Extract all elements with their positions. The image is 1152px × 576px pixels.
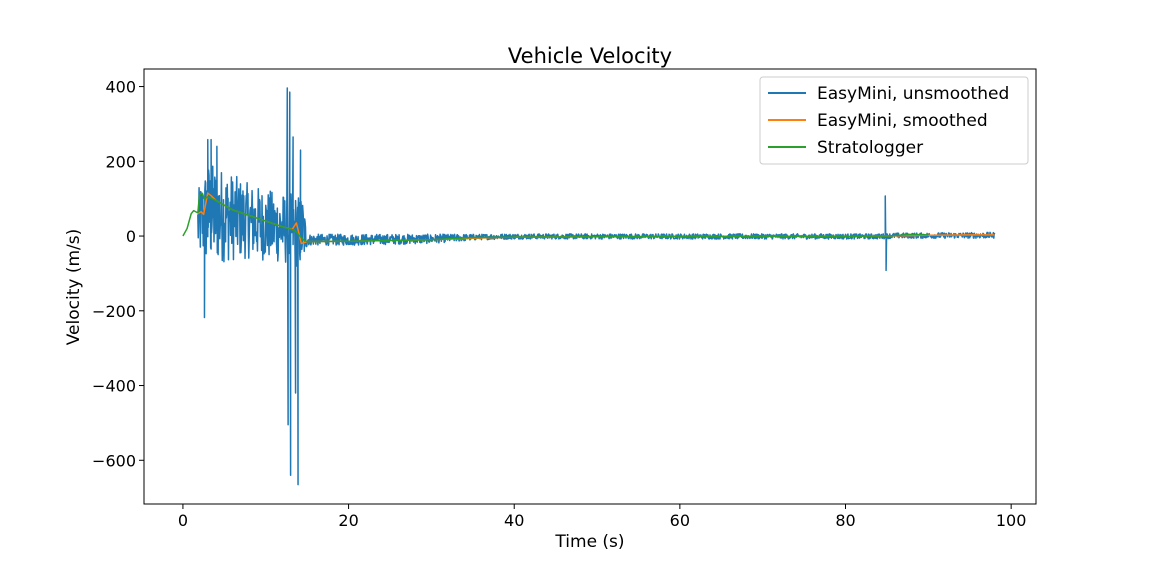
- series-line-stratologger: [182, 192, 929, 243]
- series-layer: [182, 87, 996, 486]
- x-tick-label: 60: [670, 511, 690, 530]
- x-tick-label: 40: [504, 511, 524, 530]
- legend-label: Stratologger: [817, 138, 923, 158]
- x-axis-label: Time (s): [554, 532, 624, 552]
- y-tick-label: 0: [126, 227, 136, 246]
- y-tick-label: −400: [92, 377, 136, 396]
- y-tick-label: 400: [105, 78, 136, 97]
- legend-label: EasyMini, smoothed: [817, 111, 988, 131]
- chart-title: Vehicle Velocity: [508, 44, 672, 68]
- y-tick-label: −600: [92, 451, 136, 470]
- legend-box: [759, 76, 1029, 165]
- legend: EasyMini, unsmoothed EasyMini, smoothed St…: [759, 76, 1029, 165]
- legend-label: EasyMini, unsmoothed: [817, 84, 1009, 104]
- y-axis-ticks: −600 −400 −200 0 200 400: [92, 78, 144, 470]
- x-axis-ticks: 0 20 40 60 80 100: [178, 504, 1027, 530]
- x-tick-label: 0: [178, 511, 188, 530]
- y-tick-label: −200: [92, 302, 136, 321]
- y-axis-label: Velocity (m/s): [64, 229, 84, 346]
- x-tick-label: 100: [996, 511, 1027, 530]
- x-tick-label: 20: [338, 511, 358, 530]
- x-tick-label: 80: [835, 511, 855, 530]
- plot-frame: [143, 68, 1037, 505]
- y-tick-label: 200: [105, 152, 136, 171]
